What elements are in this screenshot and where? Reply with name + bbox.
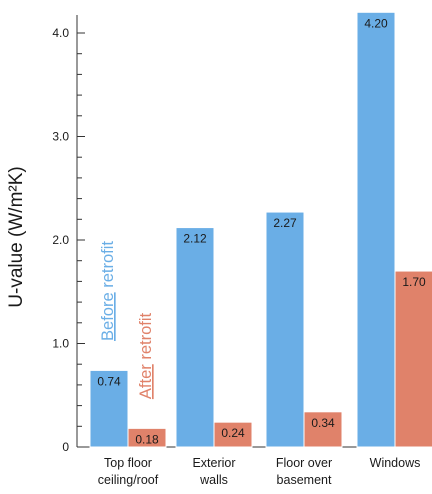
bar-after-retrofit (213, 421, 253, 448)
y-tick-label: 2.0 (52, 233, 69, 247)
legend-after-retrofit-rest: retrofit (137, 312, 155, 364)
value-label-before: 2.12 (183, 232, 207, 246)
bar-after-retrofit (127, 427, 167, 448)
value-label-after: 0.18 (135, 432, 159, 446)
chart-labels: 0 1.0 2.0 3.0 4.0 0.74 0.18 Top floor ceiling/ro… (52, 16, 426, 487)
y-axis-label: U-value (W/m²K) (6, 166, 27, 307)
y-tick-label: 3.0 (52, 130, 69, 144)
y-tick-label: 0 (62, 440, 69, 454)
category-label: walls (199, 473, 228, 487)
category-label: ceiling/roof (98, 473, 159, 487)
y-tick-label: 4.0 (52, 26, 69, 40)
bar-after-retrofit (394, 270, 432, 448)
legend-after-retrofit: After retrofit (137, 312, 155, 399)
value-label-before: 0.74 (97, 374, 121, 388)
category-label: Exterior (192, 456, 235, 470)
value-label-after: 0.34 (311, 416, 335, 430)
value-label-before: 4.20 (364, 16, 388, 30)
category-label: Windows (370, 456, 421, 470)
bar-before-retrofit (265, 211, 305, 448)
category-label: Floor over (276, 456, 332, 470)
legend-before-retrofit-underlined-word: Before (99, 292, 117, 341)
category-label: Top floor (104, 456, 152, 470)
chart-bars (89, 11, 432, 448)
value-label-before: 2.27 (273, 216, 297, 230)
legend-before-retrofit-rest: retrofit (99, 241, 117, 293)
legend-after-retrofit-underlined-word: After (137, 364, 155, 399)
legend-before-retrofit: Before retrofit (99, 241, 117, 341)
y-tick-label: 1.0 (52, 337, 69, 351)
value-label-after: 1.70 (402, 275, 426, 289)
value-label-after: 0.24 (221, 426, 245, 440)
bar-before-retrofit (89, 369, 129, 448)
bar-before-retrofit (356, 11, 396, 448)
category-label: basement (277, 473, 332, 487)
bar-after-retrofit (303, 411, 343, 448)
bar-before-retrofit (175, 227, 215, 448)
